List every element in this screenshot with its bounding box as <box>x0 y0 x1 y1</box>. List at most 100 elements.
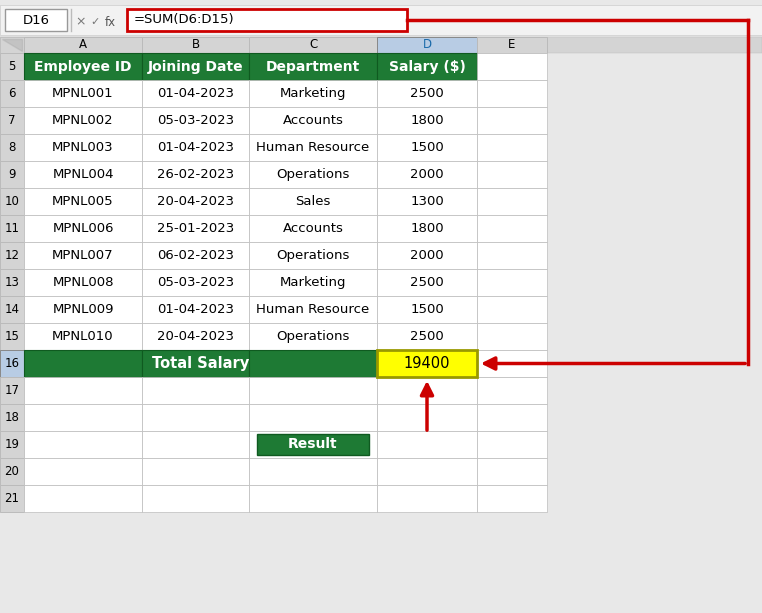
Bar <box>257 434 369 455</box>
Bar <box>142 107 249 134</box>
Text: Marketing: Marketing <box>280 276 346 289</box>
Text: 1300: 1300 <box>410 195 444 208</box>
Bar <box>24 134 142 161</box>
Bar <box>377 350 477 377</box>
Bar <box>477 485 547 512</box>
Bar <box>0 134 24 161</box>
Bar <box>477 323 547 350</box>
Bar <box>249 485 377 512</box>
Bar <box>249 404 377 431</box>
Text: 1500: 1500 <box>410 141 444 154</box>
Bar <box>377 134 477 161</box>
Bar <box>0 485 24 512</box>
Text: 06-02-2023: 06-02-2023 <box>157 249 234 262</box>
Bar <box>142 296 249 323</box>
Bar <box>142 161 249 188</box>
Bar <box>477 404 547 431</box>
Text: 20-04-2023: 20-04-2023 <box>157 330 234 343</box>
Bar <box>5 9 67 31</box>
Bar <box>24 53 142 80</box>
Bar <box>249 215 377 242</box>
Text: MPNL003: MPNL003 <box>52 141 114 154</box>
Bar <box>0 431 24 458</box>
Text: Operations: Operations <box>277 249 350 262</box>
Bar <box>0 215 24 242</box>
Bar <box>477 269 547 296</box>
Text: Accounts: Accounts <box>283 114 344 127</box>
Text: 1800: 1800 <box>410 222 443 235</box>
Text: MPNL008: MPNL008 <box>53 276 114 289</box>
Bar <box>0 53 24 80</box>
Text: 18: 18 <box>5 411 20 424</box>
Text: ×: × <box>75 15 86 28</box>
Bar <box>477 37 547 53</box>
Bar <box>142 134 249 161</box>
Bar <box>142 188 249 215</box>
Text: 19: 19 <box>5 438 20 451</box>
Text: MPNL010: MPNL010 <box>52 330 114 343</box>
Bar <box>377 377 477 404</box>
Bar <box>377 458 477 485</box>
Text: 2500: 2500 <box>410 276 444 289</box>
Bar <box>0 242 24 269</box>
Text: ✓: ✓ <box>91 17 100 27</box>
Text: 1800: 1800 <box>410 114 443 127</box>
Text: E: E <box>508 39 516 51</box>
Text: Department: Department <box>266 59 360 74</box>
Bar <box>0 188 24 215</box>
Bar <box>477 161 547 188</box>
Bar <box>0 37 762 53</box>
Bar <box>249 431 377 458</box>
Text: 11: 11 <box>5 222 20 235</box>
Bar <box>249 377 377 404</box>
Text: D16: D16 <box>23 13 50 26</box>
Bar <box>0 404 24 431</box>
Text: 8: 8 <box>8 141 16 154</box>
Bar <box>477 53 547 80</box>
Bar <box>24 161 142 188</box>
Bar <box>249 188 377 215</box>
Bar <box>377 215 477 242</box>
Bar <box>24 350 142 377</box>
Text: Salary ($): Salary ($) <box>389 59 466 74</box>
Bar <box>477 134 547 161</box>
Text: 2000: 2000 <box>410 249 443 262</box>
Bar <box>24 80 142 107</box>
Bar <box>142 37 249 53</box>
Bar <box>24 377 142 404</box>
Bar <box>377 242 477 269</box>
Bar <box>24 242 142 269</box>
Bar <box>24 269 142 296</box>
Text: 2500: 2500 <box>410 87 444 100</box>
Bar <box>142 53 249 80</box>
Text: 14: 14 <box>5 303 20 316</box>
Text: 12: 12 <box>5 249 20 262</box>
Text: Marketing: Marketing <box>280 87 346 100</box>
Bar <box>249 323 377 350</box>
Bar <box>0 458 24 485</box>
Bar <box>24 485 142 512</box>
Bar <box>249 53 377 80</box>
Bar <box>142 215 249 242</box>
Bar <box>477 80 547 107</box>
Bar <box>142 80 249 107</box>
Bar <box>477 458 547 485</box>
Bar <box>24 296 142 323</box>
Text: 6: 6 <box>8 87 16 100</box>
Text: Employee ID: Employee ID <box>34 59 132 74</box>
Text: 20-04-2023: 20-04-2023 <box>157 195 234 208</box>
Bar <box>377 431 477 458</box>
Bar <box>249 134 377 161</box>
Bar <box>142 350 249 377</box>
Text: MPNL006: MPNL006 <box>53 222 114 235</box>
Text: D: D <box>422 39 431 51</box>
Text: =SUM(D6:D15): =SUM(D6:D15) <box>134 13 235 26</box>
Text: Result: Result <box>288 438 338 452</box>
Text: 20: 20 <box>5 465 20 478</box>
Bar <box>249 37 377 53</box>
Bar <box>142 458 249 485</box>
Text: 01-04-2023: 01-04-2023 <box>157 303 234 316</box>
Text: 05-03-2023: 05-03-2023 <box>157 276 234 289</box>
Bar <box>0 296 24 323</box>
Bar <box>377 80 477 107</box>
